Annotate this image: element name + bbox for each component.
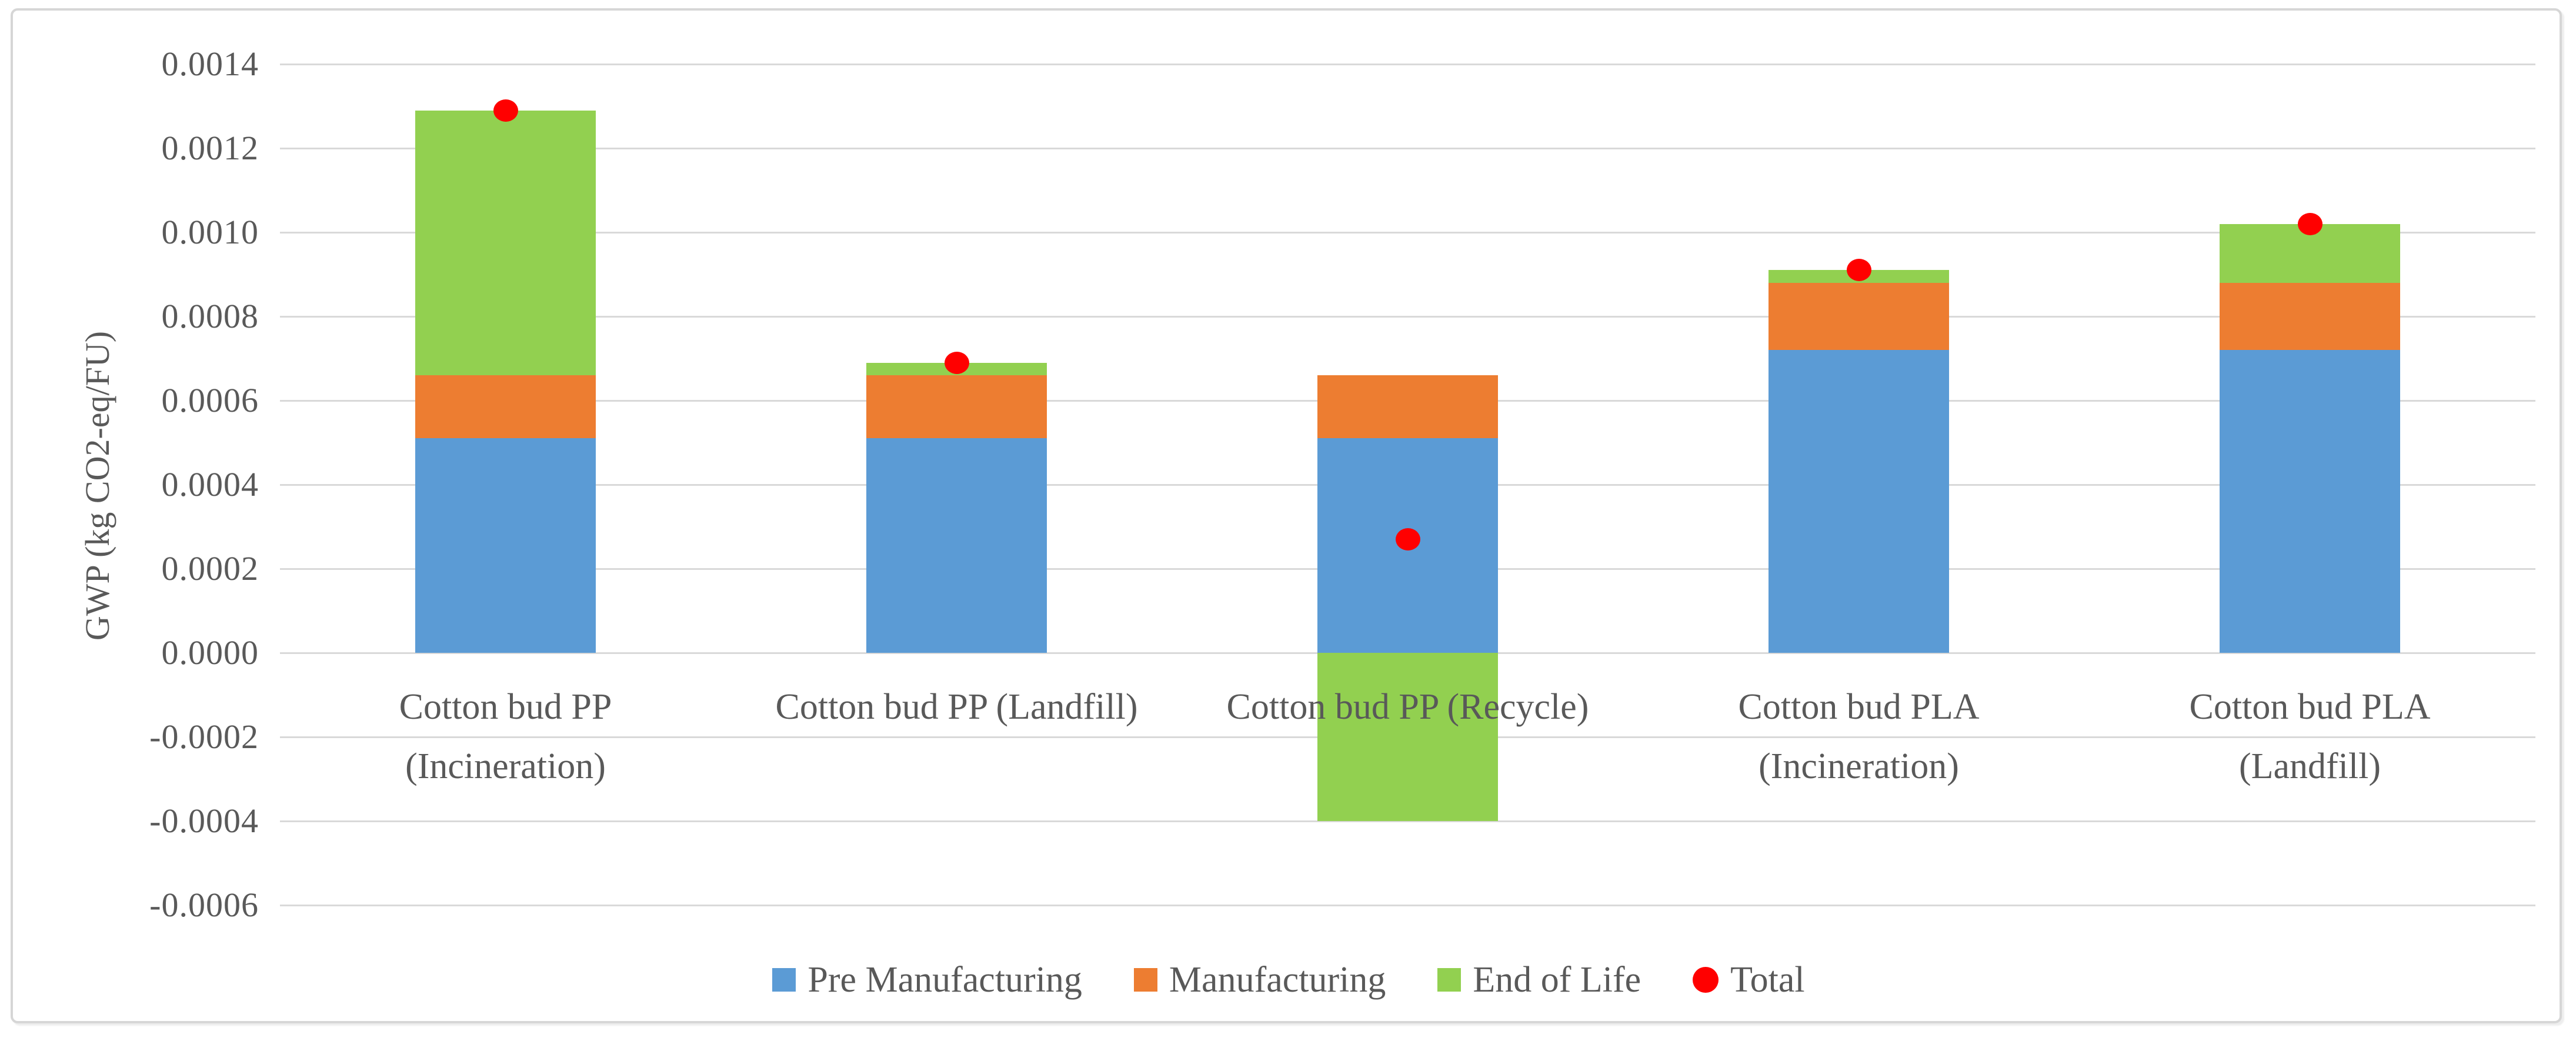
legend-item-manufacturing: Manufacturing: [1133, 959, 1386, 1001]
total-dot: [944, 351, 969, 374]
category-label: Cotton bud PP (Incineration): [399, 687, 612, 786]
bar-segment-pre-manufacturing: [2220, 350, 2400, 653]
legend-label: Total: [1730, 959, 1805, 1000]
legend-square-marker: [1133, 968, 1157, 992]
category-label: Cotton bud PP (Landfill): [775, 687, 1138, 727]
gridline: [280, 820, 2535, 822]
gridline: [280, 315, 2535, 318]
y-tick-label: -0.0002: [149, 718, 259, 756]
bar-segment-manufacturing: [2220, 282, 2400, 351]
y-tick-label: 0.0006: [161, 381, 259, 419]
y-tick-label: 0.0010: [161, 213, 259, 251]
legend-item-end-of-life: End of Life: [1437, 959, 1641, 1001]
bar-segment-pre-manufacturing: [1769, 350, 1949, 653]
bar-segment-pre-manufacturing: [866, 438, 1047, 653]
gridline: [280, 904, 2535, 906]
y-tick-label: 0.0002: [161, 549, 259, 588]
chart-figure: GWP (kg CO2-eq/FU) 0.0014 0.0012 0.0010 0.0…: [11, 8, 2562, 1023]
y-tick-label: -0.0004: [149, 802, 259, 840]
y-tick-label: -0.0006: [149, 886, 259, 924]
legend-label: Pre Manufacturing: [807, 959, 1082, 1000]
legend-square-marker: [772, 968, 796, 992]
total-dot: [2297, 212, 2323, 235]
legend-item-total: Total: [1693, 959, 1805, 1001]
legend-square-marker: [1437, 968, 1461, 992]
total-dot: [1395, 528, 1420, 550]
bar-segment-manufacturing: [1317, 375, 1498, 439]
plot-area: [280, 63, 2535, 906]
category-label: Cotton bud PLA (Landfill): [2189, 687, 2431, 786]
y-tick-label: 0.0008: [161, 297, 259, 335]
bar-segment-manufacturing: [415, 375, 596, 439]
category-label: Cotton bud PLA (Incineration): [1738, 687, 1980, 786]
legend-circle-marker: [1693, 967, 1719, 993]
bar-segment-manufacturing: [1769, 282, 1949, 351]
category-label: Cotton bud PP (Recycle): [1226, 687, 1589, 727]
legend: Pre Manufacturing Manufacturing End of Lif…: [13, 950, 2564, 1009]
total-dot: [493, 99, 518, 122]
bar-segment-end-of-life: [415, 110, 596, 376]
legend-item-pre-manufacturing: Pre Manufacturing: [772, 959, 1082, 1001]
bar-segment-end-of-life: [1317, 653, 1498, 821]
y-tick-label: 0.0000: [161, 633, 259, 672]
total-dot: [1846, 259, 1871, 282]
gridline: [280, 231, 2535, 233]
legend-label: End of Life: [1473, 959, 1641, 1000]
legend-label: Manufacturing: [1169, 959, 1386, 1000]
bar-segment-pre-manufacturing: [415, 438, 596, 653]
gridline: [280, 63, 2535, 65]
y-tick-label: 0.0004: [161, 465, 259, 503]
y-tick-label: 0.0012: [161, 129, 259, 167]
y-tick-label: 0.0014: [161, 45, 259, 83]
bar-segment-manufacturing: [866, 375, 1047, 439]
gridline: [280, 147, 2535, 149]
